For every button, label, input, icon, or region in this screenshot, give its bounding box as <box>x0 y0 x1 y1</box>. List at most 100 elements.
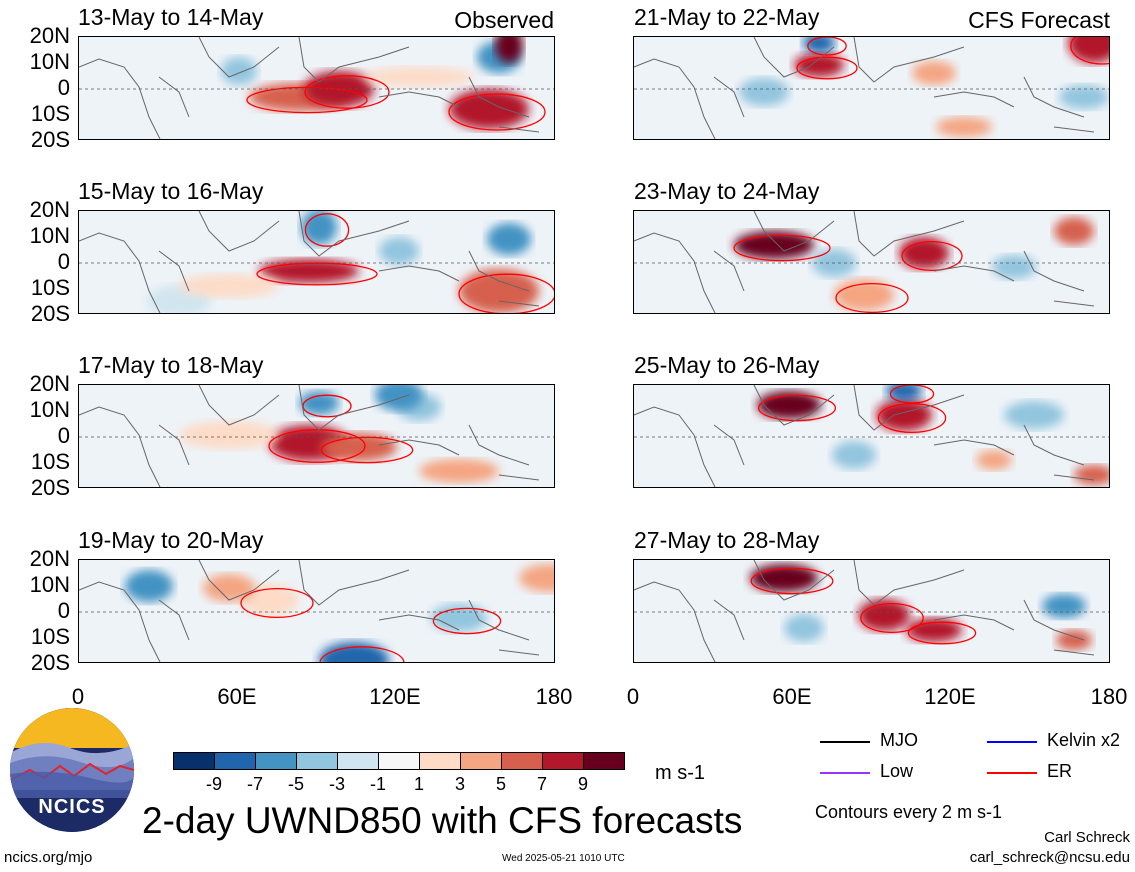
observed-label: Observed <box>454 7 554 33</box>
anomaly-blob <box>1056 630 1092 650</box>
website-link[interactable]: ncics.org/mjo <box>4 849 93 866</box>
panel-title-7: 25-May to 26-May <box>634 352 820 378</box>
er-contour <box>796 56 858 80</box>
er-contour <box>733 234 831 262</box>
colorbar-swatch <box>337 752 379 770</box>
legend-line-er <box>987 772 1037 774</box>
map-background <box>634 385 1109 487</box>
anomaly-blob <box>794 53 844 77</box>
lat-tick-row3-10n: 10N <box>29 397 70 422</box>
colorbar-label: 3 <box>454 774 465 794</box>
anomaly-blob <box>832 441 876 469</box>
anomaly-blob <box>1074 465 1109 485</box>
er-contour <box>240 587 314 619</box>
lat-tick-row2-0: 0 <box>57 249 70 274</box>
lat-tick-row4-20s: 20S <box>30 650 70 675</box>
colorbar-label: -9 <box>205 774 222 794</box>
lat-tick-row3-20n: 20N <box>29 371 70 396</box>
lat-tick-row4-10s: 10S <box>30 624 70 649</box>
colorbar-swatch <box>583 752 625 770</box>
anomaly-blob <box>1004 401 1064 429</box>
er-contour <box>458 273 554 313</box>
colorbar-units: m s-1 <box>655 762 705 784</box>
er-contour <box>256 262 378 286</box>
anomaly-blob <box>519 564 554 592</box>
map-background <box>634 37 1109 139</box>
coastline <box>634 385 1095 487</box>
coastline <box>79 211 540 313</box>
anomaly-blob <box>495 37 523 63</box>
anomaly-blob <box>221 57 257 85</box>
anomaly-blob <box>449 89 529 129</box>
panel-title-6: 23-May to 24-May <box>634 178 820 204</box>
anomaly-blob <box>203 574 255 602</box>
map-canvas-5 <box>634 37 1109 139</box>
forecast-label: CFS Forecast <box>968 7 1110 33</box>
lat-tick-row3-10s: 10S <box>30 449 70 474</box>
lon-tick-left-180: 180 <box>535 684 573 709</box>
coastline <box>634 560 1095 662</box>
map-panel-8 <box>633 559 1110 663</box>
anomaly-blob <box>976 450 1012 470</box>
er-contour <box>889 385 935 404</box>
anomaly-blob <box>379 237 419 265</box>
anomaly-blob <box>179 274 279 298</box>
map-panel-2 <box>78 210 555 314</box>
colorbar-label: -3 <box>328 774 345 794</box>
er-contour <box>448 93 546 131</box>
map-panel-3 <box>78 384 555 488</box>
anomaly-blob <box>1042 594 1086 618</box>
map-panel-4 <box>78 559 555 663</box>
ncics-logo-art <box>10 708 134 832</box>
contour-note: Contours every 2 m s-1 <box>815 802 1003 822</box>
er-contour <box>750 567 834 595</box>
er-contour <box>432 607 502 635</box>
legend-label-kelvin-x2: Kelvin x2 <box>1047 730 1121 750</box>
lat-tick-row3-20s: 20S <box>30 475 70 500</box>
lat-tick-row1-10n: 10N <box>29 49 70 74</box>
colorbar-swatch <box>460 752 502 770</box>
anomaly-blob <box>1054 217 1094 245</box>
colorbar-label: -7 <box>246 774 263 794</box>
er-contour <box>757 394 837 422</box>
map-canvas-3 <box>79 385 554 487</box>
coastline <box>634 211 1095 313</box>
map-panel-5 <box>633 36 1110 140</box>
lat-tick-row1-20n: 20N <box>29 23 70 48</box>
er-contour <box>901 240 963 272</box>
er-contour <box>304 213 350 247</box>
anomaly-blob <box>179 421 279 449</box>
anomaly-blob <box>784 614 824 642</box>
colorbar-swatch <box>173 752 215 770</box>
panel-title-3: 17-May to 18-May <box>78 352 264 378</box>
colorbar-label: -1 <box>369 774 386 794</box>
lat-tick-row1-20s: 20S <box>30 127 70 152</box>
map-panel-6 <box>633 210 1110 314</box>
panel-title-2: 15-May to 16-May <box>78 178 264 204</box>
lon-tick-right-180: 180 <box>1090 684 1128 709</box>
coastline <box>79 560 540 662</box>
author-email[interactable]: carl_schreck@ncsu.edu <box>969 849 1130 866</box>
lat-tick-row1-0: 0 <box>57 75 70 100</box>
anomaly-blob <box>906 618 962 642</box>
author-name: Carl Schreck <box>1044 829 1130 846</box>
lat-tick-row2-20n: 20N <box>29 197 70 222</box>
anomaly-blob <box>992 255 1036 279</box>
colorbar-label: 9 <box>577 774 588 794</box>
er-contour <box>268 429 366 463</box>
anomaly-blob <box>487 223 531 255</box>
er-contour <box>835 282 909 313</box>
legend-line-kelvin-x2 <box>987 741 1037 743</box>
main-title: 2-day UWND850 with CFS forecasts <box>142 800 743 841</box>
panel-title-4: 19-May to 20-May <box>78 527 264 553</box>
lat-tick-row4-0: 0 <box>57 598 70 623</box>
map-panel-1 <box>78 36 555 140</box>
lon-tick-left-120e: 120E <box>369 684 421 709</box>
anomaly-blob <box>1059 85 1109 109</box>
er-contour <box>319 646 405 662</box>
er-contour <box>1070 37 1109 65</box>
colorbar-swatch <box>214 752 256 770</box>
colorbar-label: 7 <box>536 774 547 794</box>
timestamp: Wed 2025-05-21 1010 UTC <box>502 853 625 864</box>
